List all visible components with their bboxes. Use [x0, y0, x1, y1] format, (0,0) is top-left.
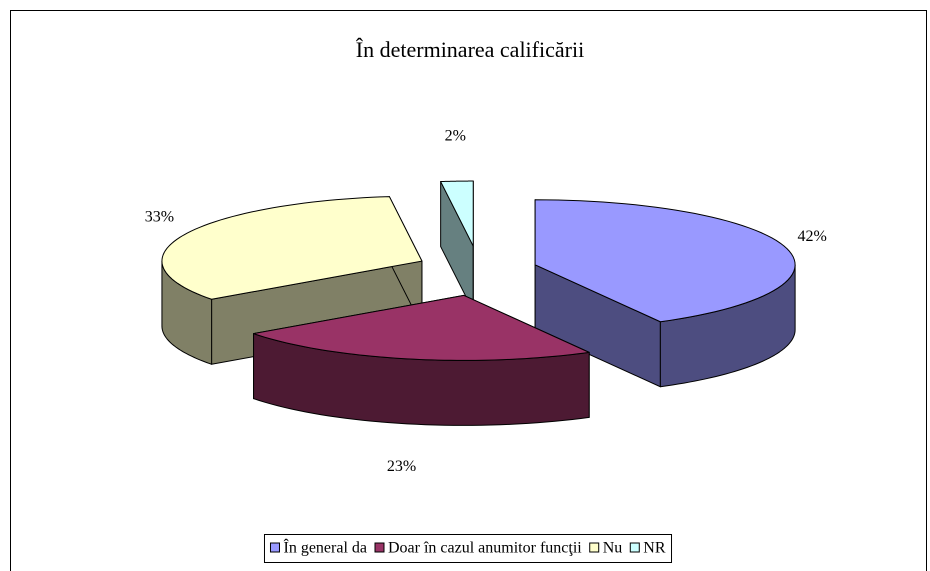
legend-label: Nu: [603, 540, 623, 557]
slice-top: [534, 199, 796, 323]
data-label: 33%: [145, 208, 174, 225]
legend-swatch: [374, 542, 385, 553]
legend-label: În general da: [283, 538, 367, 557]
data-label: 2%: [445, 127, 466, 144]
data-label: 23%: [387, 458, 416, 475]
legend-label: Doar în cazul anumitor funcţii: [388, 540, 582, 557]
legend-swatch: [269, 542, 280, 553]
slice-top: [440, 180, 474, 247]
data-label: 42%: [797, 228, 826, 245]
legend-swatch: [589, 542, 600, 553]
legend-label: NR: [643, 540, 666, 557]
slice: [534, 199, 796, 388]
chart-title: În determinarea calificării: [356, 37, 584, 62]
legend-swatch: [629, 542, 640, 553]
slice: [253, 294, 590, 426]
slice-top: [253, 294, 590, 361]
slice-top: [161, 196, 423, 300]
slice: [440, 180, 474, 312]
legend: În general da Doar în cazul anumitor func…: [263, 534, 673, 563]
legend-box: [263, 534, 673, 563]
